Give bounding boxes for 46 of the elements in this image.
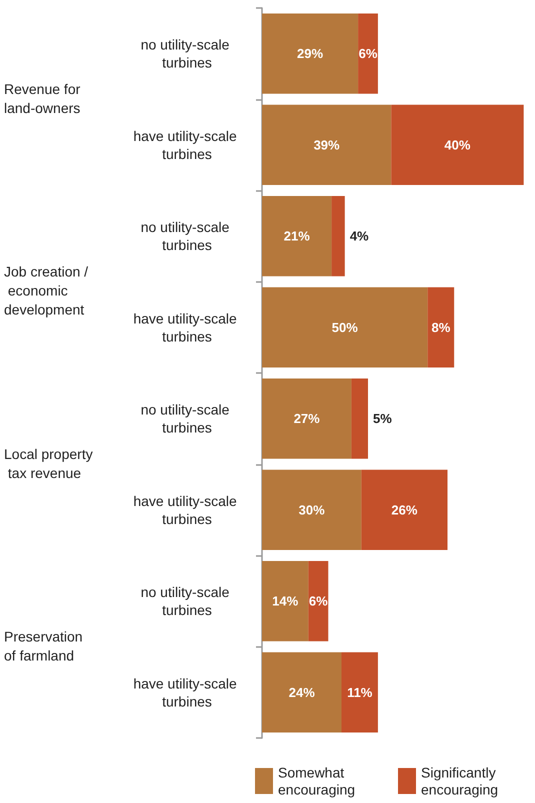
data-label: 29% [297,46,324,62]
data-label: 40% [444,137,471,152]
bar [391,104,524,186]
legend-label: Significantly encouraging [421,764,500,798]
bar [262,470,362,550]
y-tick-label: no utility-scale turbines [140,219,234,254]
text: Local property tax revenue [4,446,93,481]
data-label: 30% [298,502,326,518]
bar [332,196,345,276]
bar [262,13,358,94]
bar [358,13,378,94]
bar [262,378,352,459]
data-label: 50% [332,320,358,335]
data-label: 24% [288,684,316,700]
data-label: 4% [350,228,370,244]
data-label: 21% [284,228,310,244]
data-label: 26% [391,502,418,518]
data-label: 14% [272,594,299,609]
y-tick-label: no utility-scale turbines [140,402,234,436]
data-label: 8% [431,320,451,335]
y-tick-label: have utility-scale turbines [133,310,241,344]
data-label: 27% [294,411,320,426]
legend-label: Somewhat encouraging [278,764,356,798]
text: Job creation / economic development [4,263,88,318]
bar [262,560,308,642]
data-label: 6% [308,594,328,609]
y-tick-label: no utility-scale turbines [140,584,234,618]
text: Revenue for land-owners [4,80,84,116]
y-tick-label: have utility-scale turbines [133,128,241,162]
data-label: 5% [373,411,392,426]
bar [428,287,454,368]
bar [361,470,448,550]
bar [262,196,332,276]
y-tick-label: have utility-scale turbines [133,492,241,527]
bar [262,104,392,186]
text: Preservation of farmland [4,628,86,664]
bar [308,560,328,642]
data-label: 39% [314,137,340,152]
y-tick-label: no utility-scale turbines [140,36,234,71]
bar [262,287,428,368]
bar [262,652,342,733]
y-tick-label: have utility-scale turbines [133,675,241,710]
data-label: 6% [358,46,378,62]
bar [342,652,378,733]
data-label: 11% [347,684,373,700]
bar [351,378,368,459]
